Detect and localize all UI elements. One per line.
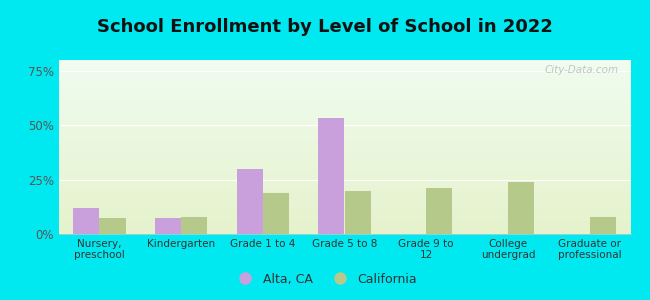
Bar [73, 208, 99, 234]
Bar [318, 118, 344, 234]
Bar [590, 217, 616, 234]
Legend: Alta, CA, California: Alta, CA, California [227, 268, 422, 291]
Text: School Enrollment by Level of School in 2022: School Enrollment by Level of School in … [97, 18, 553, 36]
Bar [237, 169, 263, 234]
Bar [426, 188, 452, 234]
Text: City-Data.com: City-Data.com [545, 65, 619, 75]
Bar [181, 217, 207, 234]
Bar [99, 218, 125, 234]
Bar [508, 182, 534, 234]
Bar [344, 190, 370, 234]
Bar [263, 193, 289, 234]
Bar [155, 218, 181, 234]
